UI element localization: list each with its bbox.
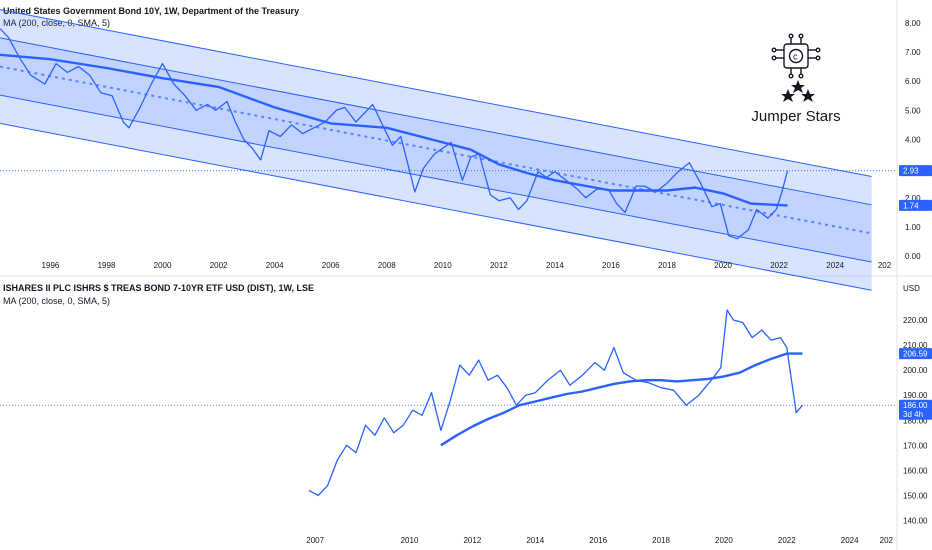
channel-upper-line — [0, 9, 872, 178]
top-x-tick-label: 2014 — [546, 261, 564, 270]
top-x-tick-label: 1996 — [42, 261, 60, 270]
currency-label: USD — [903, 284, 920, 293]
bottom-y-tick-label: 140.00 — [903, 516, 928, 525]
top-ma-value-badge — [899, 199, 932, 211]
top-x-tick-label: 2002 — [210, 261, 228, 270]
top-x-tick-label: 2018 — [658, 261, 676, 270]
top-x-tick-label: 2006 — [322, 261, 340, 270]
channel-outer-band-upper — [0, 9, 872, 205]
bottom-ma-value-label: 206.59 — [903, 350, 928, 359]
top-y-tick-label: 1.00 — [905, 223, 921, 232]
top-y-tick-label: 4.00 — [905, 135, 921, 144]
bottom-y-axis: 140.00 150.00 160.00 170.00 180.00 190.00 200.… — [903, 316, 928, 525]
top-x-tick-label: 2012 — [490, 261, 508, 270]
top-x-tick-label: 2024 — [826, 261, 844, 270]
bottom-chart-indicator: MA (200, close, 0, SMA, 5) — [3, 296, 110, 306]
bottom-x-axis: 2007 2010 2012 2014 2016 2018 2020 2022 2024 202 — [306, 536, 893, 545]
bottom-x-tick-label: 2020 — [715, 536, 733, 545]
bottom-x-tick-label: 2018 — [652, 536, 670, 545]
bottom-y-tick-label: 190.00 — [903, 391, 928, 400]
top-x-tick-label: 2004 — [266, 261, 284, 270]
bottom-x-tick-label: 2024 — [841, 536, 859, 545]
top-y-tick-label: 8.00 — [905, 19, 921, 28]
top-x-tick-label: 2016 — [602, 261, 620, 270]
bottom-series — [308, 309, 803, 497]
bottom-x-tick-label: 202 — [880, 536, 894, 545]
bottom-x-tick-label: 2010 — [401, 536, 419, 545]
bottom-x-tick-label: 2007 — [306, 536, 324, 545]
bottom-x-tick-label: 2022 — [778, 536, 796, 545]
top-x-tick-label: 2008 — [378, 261, 396, 270]
top-last-price-badge — [899, 165, 932, 177]
top-y-axis: 0.001.002.003.004.005.006.007.008.00 — [905, 19, 921, 261]
top-y-tick-label: 7.00 — [905, 48, 921, 57]
channel-midline — [0, 65, 872, 235]
svg-text:c: c — [793, 52, 798, 62]
bottom-last-price-badge — [899, 399, 932, 420]
bottom-price-line — [308, 309, 803, 497]
bottom-y-tick-label: 200.00 — [903, 366, 928, 375]
bottom-ma-line — [440, 352, 803, 447]
top-y-tick-label: 0.00 — [905, 252, 921, 261]
bottom-x-tick-label: 2014 — [526, 536, 544, 545]
bottom-x-tick-label: 2012 — [463, 536, 481, 545]
top-x-tick-label: 1998 — [98, 261, 116, 270]
bottom-y-tick-label: 220.00 — [903, 316, 928, 325]
top-chart-indicator: MA (200, close, 0, SMA, 5) — [3, 18, 110, 28]
bottom-y-tick-label: 180.00 — [903, 416, 928, 425]
top-ma-line — [0, 53, 788, 207]
channel-outer-band-lower — [0, 95, 872, 291]
top-last-price-label: 2.93 — [903, 167, 919, 176]
brand-name: Jumper Stars — [751, 108, 840, 125]
top-x-tick-label: 202 — [878, 261, 892, 270]
top-ma-value-label: 1.74 — [903, 201, 919, 210]
top-price-line — [0, 28, 789, 240]
top-x-tick-label: 2010 — [434, 261, 452, 270]
top-x-tick-label: 2020 — [714, 261, 732, 270]
bottom-last-price-label: 186.00 — [903, 401, 928, 410]
robot-chip-logo: c — [771, 33, 821, 79]
bottom-x-tick-label: 2016 — [589, 536, 607, 545]
bottom-y-tick-label: 210.00 — [903, 341, 928, 350]
top-x-tick-label: 2022 — [770, 261, 788, 270]
bottom-ma-value-badge — [899, 348, 932, 360]
top-x-axis: 1996 1998 2000 2002 2004 2006 2008 2010 2012 2014… — [42, 261, 892, 270]
top-x-tick-label: 2000 — [154, 261, 172, 270]
stars-icon — [781, 80, 815, 102]
top-chart-title: United States Government Bond 10Y, 1W, D… — [3, 6, 299, 16]
bottom-last-price-countdown: 3d 4h — [903, 410, 923, 419]
bottom-y-tick-label: 160.00 — [903, 466, 928, 475]
channel-inner-upper-line — [0, 37, 872, 206]
top-y-tick-label: 6.00 — [905, 77, 921, 86]
bottom-chart-title: ISHARES II PLC ISHRS $ TREAS BOND 7-10YR… — [3, 283, 314, 293]
regression-channel — [0, 9, 872, 291]
bottom-y-tick-label: 150.00 — [903, 491, 928, 500]
channel-lower-line — [0, 122, 872, 291]
top-y-tick-label: 5.00 — [905, 106, 921, 115]
top-y-tick-label: 2.00 — [905, 194, 921, 203]
top-series — [0, 28, 789, 240]
channel-inner-lower-line — [0, 94, 872, 263]
bottom-y-tick-label: 170.00 — [903, 441, 928, 450]
